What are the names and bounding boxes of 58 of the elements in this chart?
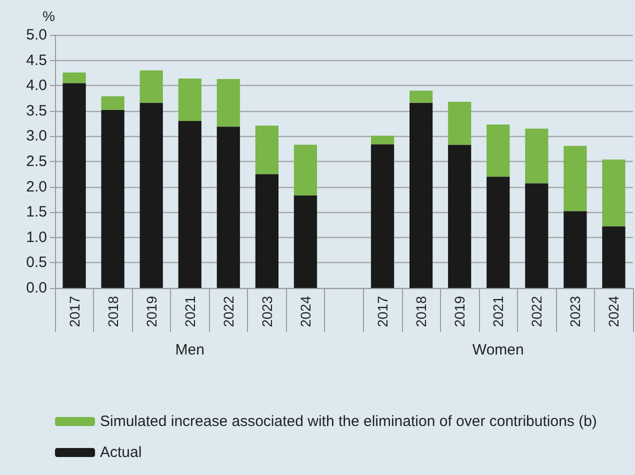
legend-label: Actual <box>100 444 142 461</box>
legend-label: Simulated increase associated with the elimination of over contributions (b) <box>100 413 597 430</box>
x-tick-label: 2022 <box>220 296 236 328</box>
text: Women <box>472 342 524 358</box>
bar <box>216 126 240 288</box>
bar <box>525 128 548 184</box>
x-tick-label: 2022 <box>528 296 545 328</box>
bar <box>525 183 548 288</box>
y-tick-label: 5.0 <box>26 26 47 44</box>
y-tick-label: 3.5 <box>26 102 47 120</box>
text: Men <box>175 342 204 358</box>
y-tick-label: 4.0 <box>26 77 47 94</box>
bar <box>370 144 394 288</box>
bar <box>140 70 163 103</box>
bar <box>602 226 626 288</box>
bar <box>178 78 202 122</box>
y-axis-title: % <box>42 8 55 24</box>
y-tick-label: 2.0 <box>26 178 47 196</box>
x-tick-label: 2019 <box>452 296 468 328</box>
bar <box>486 176 510 288</box>
x-tick-label: 2021 <box>490 296 506 328</box>
x-tick-label: 2017 <box>66 296 82 328</box>
y-tick-label: 3.0 <box>26 128 47 145</box>
y-tick-label: 4.5 <box>26 52 47 69</box>
x-tick-label: 2018 <box>104 296 121 328</box>
bar <box>101 96 124 110</box>
bar <box>140 102 163 288</box>
x-tick-label: 2024 <box>297 296 314 328</box>
bar <box>370 136 394 144</box>
bar <box>178 121 202 288</box>
bar <box>448 102 472 145</box>
bar <box>486 124 510 177</box>
x-tick-label: 2017 <box>374 296 391 328</box>
bar <box>62 83 86 288</box>
bar <box>564 211 587 288</box>
bar <box>410 102 433 288</box>
x-tick-label: 2018 <box>413 296 430 328</box>
y-tick-label: 2.5 <box>26 153 47 170</box>
y-tick-label: 1.0 <box>26 228 47 246</box>
x-tick-label: 2024 <box>606 296 622 328</box>
x-tick-label: 2019 <box>143 296 160 328</box>
y-tick-label: 0.0 <box>26 280 47 296</box>
y-tick-label: 0.5 <box>26 254 47 272</box>
bar <box>62 72 86 84</box>
y-tick-label: 1.5 <box>26 204 47 221</box>
bar <box>564 146 587 212</box>
bar <box>294 144 318 196</box>
bar <box>410 90 433 103</box>
x-tick-label: 2023 <box>258 296 275 328</box>
bar <box>255 174 278 288</box>
bar <box>216 79 240 127</box>
bar <box>294 195 318 288</box>
bar <box>448 144 472 288</box>
x-tick-label: 2023 <box>567 296 584 328</box>
bar <box>101 110 124 288</box>
bar <box>255 126 278 174</box>
bar <box>602 159 626 226</box>
x-tick-label: 2021 <box>182 296 198 328</box>
